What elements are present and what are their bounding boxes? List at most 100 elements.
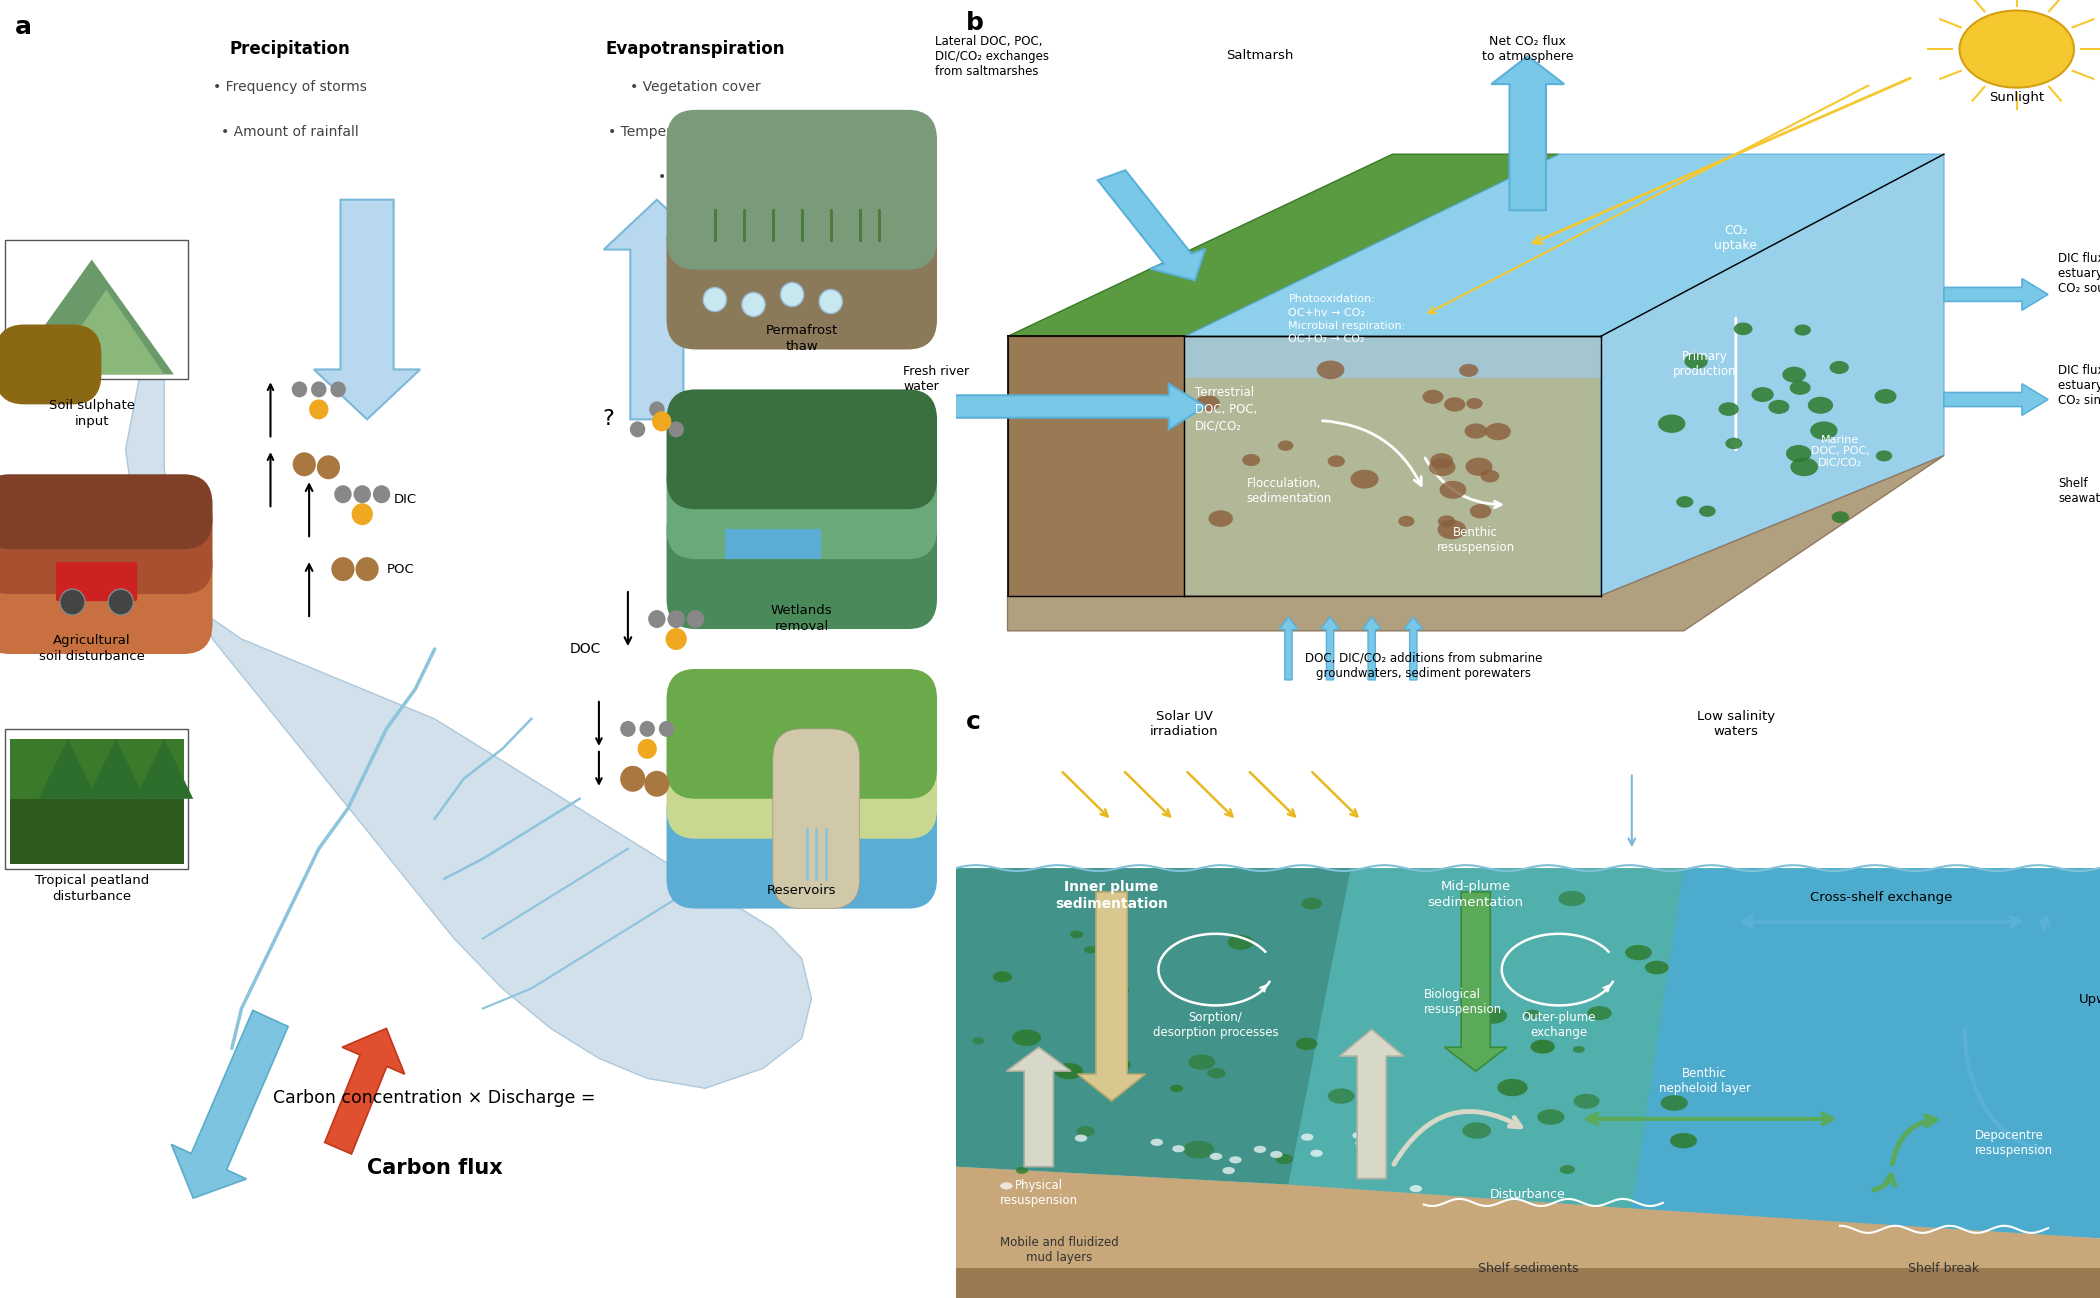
Circle shape (668, 422, 685, 437)
FancyBboxPatch shape (666, 110, 937, 270)
Polygon shape (956, 701, 2100, 868)
Polygon shape (956, 868, 2100, 1238)
Circle shape (1460, 363, 1478, 376)
Polygon shape (10, 260, 174, 374)
Circle shape (1445, 397, 1466, 411)
Text: Terrestrial
DOC, POC,
DIC/CO₂: Terrestrial DOC, POC, DIC/CO₂ (1195, 386, 1258, 432)
FancyArrow shape (1340, 1029, 1405, 1179)
Polygon shape (86, 739, 145, 798)
Polygon shape (48, 289, 164, 374)
Text: Photooxidation:
OC+hv → CO₂
Microbial respiration:
OC+O₂ → CO₂: Photooxidation: OC+hv → CO₂ Microbial re… (1289, 295, 1405, 344)
FancyBboxPatch shape (57, 562, 136, 601)
FancyArrow shape (1279, 617, 1298, 680)
Circle shape (351, 504, 374, 526)
Polygon shape (10, 798, 183, 863)
FancyBboxPatch shape (0, 535, 212, 654)
Circle shape (1560, 1166, 1575, 1173)
Polygon shape (1184, 336, 1600, 379)
Text: Flocculation,
sedimentation: Flocculation, sedimentation (1247, 476, 1331, 505)
Circle shape (1071, 931, 1084, 938)
Text: CO₂
uptake: CO₂ uptake (1714, 225, 1758, 252)
Circle shape (374, 485, 391, 504)
FancyBboxPatch shape (0, 474, 212, 549)
Text: Solar UV
irradiation: Solar UV irradiation (1151, 710, 1218, 737)
Circle shape (1485, 423, 1510, 440)
Circle shape (1075, 1134, 1088, 1142)
Polygon shape (956, 868, 1350, 1185)
Text: Mid-plume
sedimentation: Mid-plume sedimentation (1428, 880, 1525, 909)
Circle shape (1084, 946, 1096, 954)
Text: Outer-plume
exchange: Outer-plume exchange (1522, 1011, 1596, 1040)
Circle shape (1352, 1132, 1365, 1140)
Circle shape (1172, 1145, 1184, 1153)
Circle shape (741, 292, 764, 317)
Text: POC: POC (386, 562, 414, 575)
FancyBboxPatch shape (4, 489, 189, 630)
Text: Marine
DOC, POC,
DIC/CO₂: Marine DOC, POC, DIC/CO₂ (1810, 435, 1869, 467)
FancyBboxPatch shape (666, 210, 937, 349)
Text: DOC, DIC/CO₂ additions from submarine
groundwaters, sediment porewaters: DOC, DIC/CO₂ additions from submarine gr… (1304, 652, 1541, 680)
Polygon shape (1184, 154, 1945, 336)
Text: Shelf
seawater: Shelf seawater (2058, 476, 2100, 505)
Circle shape (1829, 361, 1848, 374)
FancyArrow shape (1405, 617, 1422, 680)
Text: • Frequency of storms: • Frequency of storms (212, 80, 368, 93)
Text: • Temperature regulation: • Temperature regulation (607, 125, 783, 139)
Circle shape (1111, 1059, 1130, 1071)
Text: Sorption/
desorption processes: Sorption/ desorption processes (1153, 1011, 1279, 1040)
Circle shape (620, 720, 636, 737)
Circle shape (1327, 456, 1344, 467)
Text: Soil sulphate
input: Soil sulphate input (48, 400, 134, 428)
Circle shape (659, 720, 674, 737)
FancyArrow shape (172, 1010, 288, 1198)
Text: DIC flux if
estuary is net
CO₂ sink: DIC flux if estuary is net CO₂ sink (2058, 363, 2100, 408)
Circle shape (1189, 1054, 1216, 1070)
Circle shape (1470, 504, 1491, 518)
Polygon shape (1289, 868, 1684, 1208)
FancyArrow shape (1077, 892, 1144, 1101)
Circle shape (1016, 1167, 1029, 1173)
Circle shape (1751, 387, 1774, 402)
Circle shape (355, 557, 378, 582)
Circle shape (1831, 511, 1850, 523)
Text: Low salinity
waters: Low salinity waters (1697, 710, 1774, 737)
Circle shape (1296, 1037, 1317, 1050)
Circle shape (1783, 366, 1806, 383)
Circle shape (292, 452, 315, 476)
Polygon shape (956, 1268, 2100, 1298)
FancyArrow shape (1363, 617, 1382, 680)
FancyBboxPatch shape (666, 779, 937, 909)
FancyBboxPatch shape (695, 140, 907, 319)
FancyBboxPatch shape (666, 389, 937, 509)
Circle shape (819, 289, 842, 314)
Circle shape (649, 610, 666, 628)
Text: Shelf sediments: Shelf sediments (1478, 1262, 1577, 1275)
Circle shape (1327, 1089, 1354, 1103)
Circle shape (1462, 1123, 1491, 1138)
Text: Sunlight: Sunlight (1989, 91, 2043, 104)
FancyBboxPatch shape (695, 698, 907, 879)
FancyArrow shape (1491, 56, 1564, 210)
Circle shape (1228, 1157, 1241, 1163)
Circle shape (1430, 453, 1453, 469)
Circle shape (1659, 414, 1686, 434)
Polygon shape (724, 530, 821, 559)
Text: Disturbance: Disturbance (1489, 1188, 1567, 1201)
FancyBboxPatch shape (0, 489, 212, 594)
Circle shape (1275, 1154, 1294, 1164)
Polygon shape (956, 1167, 2100, 1298)
Text: Reservoirs: Reservoirs (766, 884, 836, 897)
Circle shape (704, 288, 727, 312)
Polygon shape (134, 739, 193, 798)
Circle shape (1875, 450, 1892, 462)
Circle shape (1810, 422, 1838, 440)
Circle shape (781, 283, 804, 306)
Circle shape (1300, 1133, 1312, 1141)
Text: Upwelling: Upwelling (2079, 993, 2100, 1006)
Text: Carbon concentration × Discharge =: Carbon concentration × Discharge = (273, 1089, 596, 1107)
Circle shape (1170, 1085, 1182, 1092)
Circle shape (1808, 397, 1833, 414)
Circle shape (1573, 1094, 1600, 1108)
Circle shape (332, 557, 355, 582)
Circle shape (317, 456, 340, 479)
